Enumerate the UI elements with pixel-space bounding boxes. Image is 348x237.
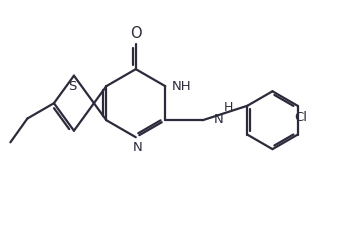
Text: N: N [214,113,224,126]
Text: S: S [68,80,77,93]
Text: O: O [130,26,142,41]
Text: H: H [223,101,233,114]
Text: NH: NH [172,80,191,93]
Text: N: N [133,141,142,154]
Text: Cl: Cl [294,111,307,124]
